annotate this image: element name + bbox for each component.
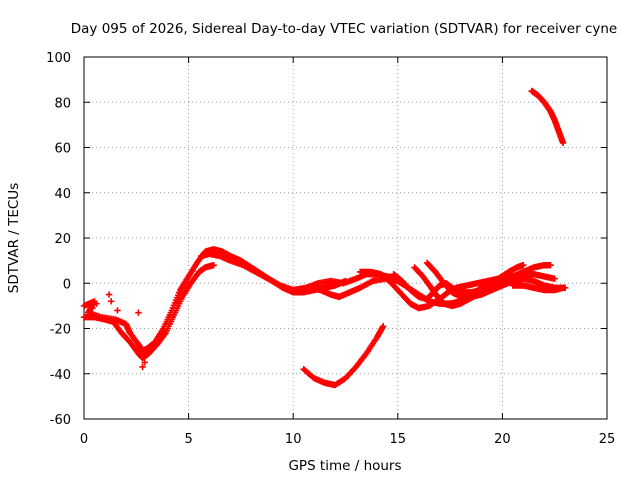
data-point: [174, 298, 182, 305]
chart-title: Day 095 of 2026, Sidereal Day-to-day VTE…: [71, 21, 617, 37]
y-tick-label: -20: [50, 323, 71, 338]
data-point: [105, 291, 113, 298]
x-tick-label: 15: [390, 432, 407, 447]
grid-lines: [84, 57, 607, 419]
y-tick-label: -40: [50, 368, 71, 383]
x-tick-label: 5: [184, 432, 192, 447]
y-tick-label: 60: [54, 142, 71, 157]
y-tick-label: 80: [54, 96, 71, 111]
y-tick-label: 20: [54, 232, 71, 247]
data-point: [93, 300, 100, 307]
data-point: [551, 275, 558, 282]
data-point: [89, 304, 96, 312]
x-tick-label: 20: [494, 432, 511, 447]
data-point: [107, 298, 115, 305]
x-tick-label: 10: [285, 432, 302, 447]
data-point: [547, 261, 554, 269]
x-axis-title: GPS time / hours: [288, 458, 401, 474]
data-point: [520, 261, 527, 269]
data-point: [379, 323, 387, 330]
x-tick-label: 0: [80, 432, 88, 447]
data-point: [139, 363, 146, 371]
y-tick-label: -60: [50, 413, 71, 428]
data-point: [135, 309, 142, 316]
y-axis-title: SDTVAR / TECUs: [6, 183, 22, 293]
series-track-1: [80, 246, 349, 355]
data-point: [559, 139, 567, 147]
series-track-4: [300, 323, 387, 389]
x-tick-label: 25: [599, 432, 616, 447]
series-scatter-extra: [89, 289, 184, 371]
axis-ticks: -60 -40 -20 0 20 40 60 80 100 0 5 10 15 20 25: [46, 51, 615, 447]
data-series: [80, 87, 569, 389]
data-point: [559, 284, 567, 291]
data-point: [141, 359, 148, 366]
data-point: [177, 289, 184, 296]
series-track-11: [528, 87, 567, 147]
y-tick-label: 100: [46, 51, 71, 66]
y-tick-label: 0: [63, 277, 71, 292]
data-point: [114, 307, 121, 314]
series-track-10: [509, 282, 567, 294]
series-track-9: [423, 259, 558, 301]
y-tick-label: 40: [54, 187, 71, 202]
data-point: [210, 261, 217, 269]
